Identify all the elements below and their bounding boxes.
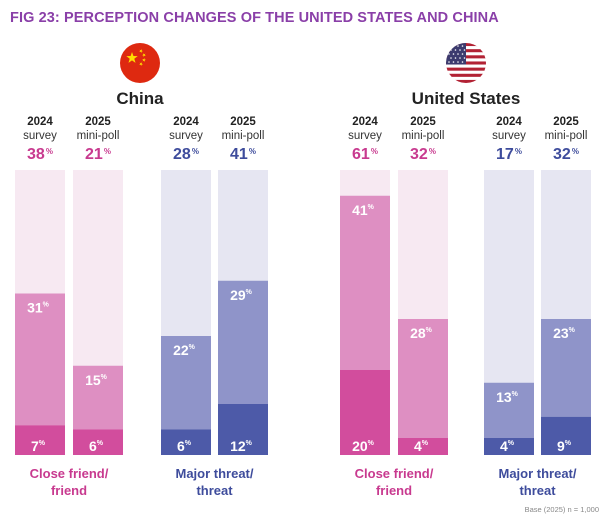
column-type: mini-poll bbox=[401, 130, 445, 142]
column-type: mini-poll bbox=[221, 130, 265, 142]
bar-segment-outer bbox=[340, 195, 390, 370]
bar-segment-outer bbox=[218, 280, 268, 404]
column-type: survey bbox=[348, 130, 382, 142]
column-year: 2025 bbox=[85, 116, 111, 128]
group-label-line2: friend bbox=[375, 483, 413, 498]
bar-segment-outer bbox=[15, 293, 65, 426]
group-label: Major threat/threat bbox=[473, 465, 603, 499]
group-label-line1: Close friend/ bbox=[29, 466, 109, 481]
country-name: China bbox=[116, 89, 164, 108]
column-header: 2025 mini-poll bbox=[531, 115, 601, 143]
column-year: 2024 bbox=[352, 116, 378, 128]
group-label: Close friend/friend bbox=[329, 465, 459, 499]
column-type: mini-poll bbox=[544, 130, 588, 142]
column-header: 2024 survey bbox=[474, 115, 544, 143]
bar-segment-strong bbox=[340, 370, 390, 455]
column-header: 2024 survey bbox=[330, 115, 400, 143]
column-type: survey bbox=[169, 130, 203, 142]
bar-segment-outer bbox=[161, 336, 211, 430]
column-total: 28% bbox=[173, 146, 199, 163]
column-type: mini-poll bbox=[76, 130, 120, 142]
column-year: 2024 bbox=[173, 116, 199, 128]
group-label: Major threat/threat bbox=[150, 465, 280, 499]
country-name: United States bbox=[411, 89, 521, 108]
column-year: 2024 bbox=[496, 116, 522, 128]
column-header: 2024 survey bbox=[151, 115, 221, 143]
bar-segment-strong bbox=[161, 429, 211, 455]
bar-segment-outer bbox=[398, 319, 448, 438]
column-total: 61% bbox=[352, 146, 378, 163]
bar-segment-strong bbox=[73, 429, 123, 455]
group-label-line2: friend bbox=[50, 483, 88, 498]
group-label-line1: Major threat/ bbox=[175, 466, 254, 481]
column-header: 2025 mini-poll bbox=[388, 115, 458, 143]
figure-title: FIG 23: PERCEPTION CHANGES OF THE UNITED… bbox=[10, 10, 499, 26]
bar-segment-outer bbox=[541, 319, 591, 417]
bar-segment-strong bbox=[541, 416, 591, 455]
group-label-line1: Close friend/ bbox=[354, 466, 434, 481]
group-label-line1: Major threat/ bbox=[498, 466, 577, 481]
column-year: 2025 bbox=[410, 116, 436, 128]
column-total: 41% bbox=[230, 146, 256, 163]
group-label-line2: threat bbox=[519, 483, 556, 498]
column-year: 2025 bbox=[230, 116, 256, 128]
group-label: Close friend/friend bbox=[4, 465, 134, 499]
bar-segment-outer bbox=[484, 382, 534, 438]
column-header: 2025 mini-poll bbox=[63, 115, 133, 143]
column-year: 2024 bbox=[27, 116, 53, 128]
column-type: survey bbox=[23, 130, 57, 142]
column-type: survey bbox=[492, 130, 526, 142]
column-total: 38% bbox=[27, 146, 53, 163]
usa-flag-icon bbox=[446, 43, 486, 83]
china-flag-icon bbox=[120, 43, 160, 83]
bar-segment-outer bbox=[73, 365, 123, 430]
base-note: Base (2025) n = 1,000 bbox=[524, 505, 599, 514]
column-header: 2024 survey bbox=[5, 115, 75, 143]
bar-segment-strong bbox=[484, 438, 534, 455]
column-total: 32% bbox=[553, 146, 579, 163]
column-year: 2025 bbox=[553, 116, 579, 128]
column-total: 17% bbox=[496, 146, 522, 163]
column-total: 32% bbox=[410, 146, 436, 163]
column-header: 2025 mini-poll bbox=[208, 115, 278, 143]
column-total: 21% bbox=[85, 146, 111, 163]
group-label-line2: threat bbox=[196, 483, 233, 498]
bar-segment-strong bbox=[15, 425, 65, 455]
bar-segment-strong bbox=[218, 404, 268, 455]
bar-segment-strong bbox=[398, 438, 448, 455]
